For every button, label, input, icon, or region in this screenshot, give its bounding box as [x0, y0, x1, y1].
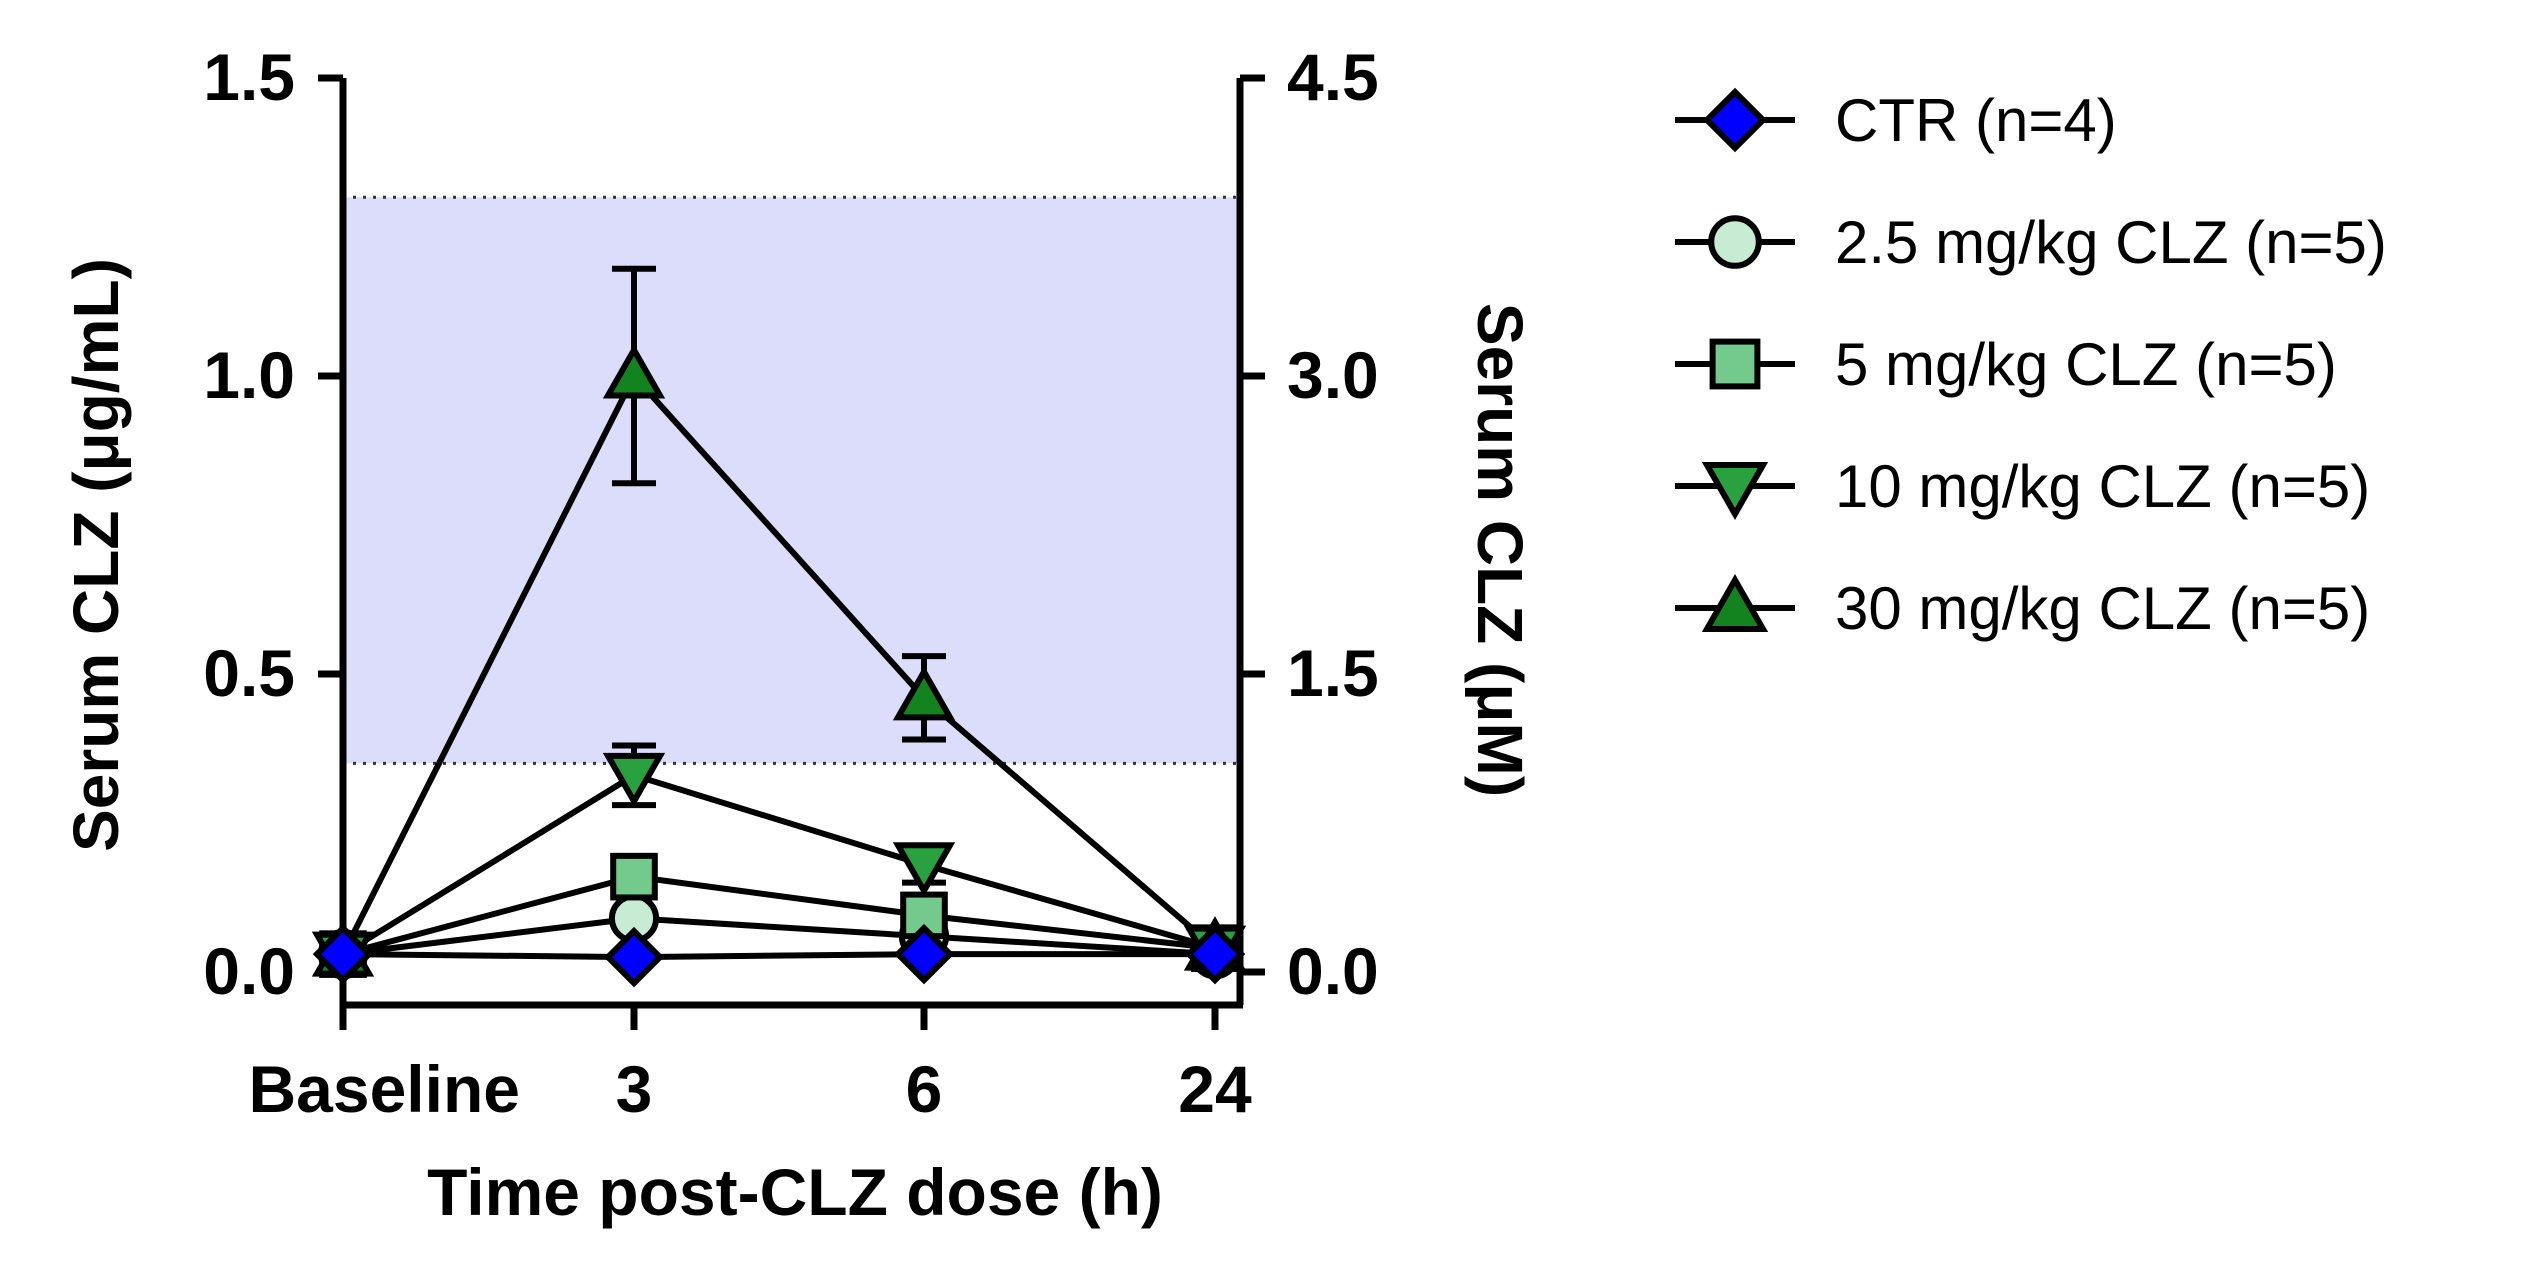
series-line — [340, 370, 1217, 956]
data-point — [893, 923, 955, 985]
x-tick-label: Baseline — [249, 1052, 520, 1126]
data-point — [610, 852, 658, 901]
y-tick-label-right: 4.5 — [1287, 40, 1379, 114]
legend-marker — [1708, 215, 1762, 269]
series-line — [342, 873, 1216, 958]
series-line — [342, 951, 1215, 961]
legend-label: 5 mg/kg CLZ (n=5) — [1835, 331, 2337, 398]
x-tick-label: 24 — [1178, 1052, 1252, 1126]
y-tick-label-left: 0.0 — [203, 934, 295, 1008]
x-tick-label: 6 — [906, 1052, 943, 1126]
x-tick-label: 3 — [616, 1052, 653, 1126]
y-tick-label-right: 0.0 — [1287, 934, 1379, 1008]
y-tick-label-left: 1.0 — [203, 338, 295, 412]
legend-label: CTR (n=4) — [1835, 87, 2117, 154]
series-line — [342, 915, 1216, 958]
legend-marker — [1702, 87, 1768, 153]
legend: CTR (n=4) 2.5 mg/kg CLZ (n=5) 5 mg/kg CLZ … — [1675, 87, 2387, 642]
data-point — [892, 842, 956, 897]
y-tick-label-left: 1.5 — [203, 40, 295, 114]
legend-marker — [1701, 573, 1769, 632]
legend-marker — [1709, 338, 1761, 390]
x-ticks: Baseline 3 6 24 — [249, 1005, 1252, 1126]
x-axis-label: Time post-CLZ dose (h) — [427, 1155, 1163, 1229]
series-layer — [311, 265, 1247, 988]
y-axis-label-left: Serum CLZ (μg/mL) — [60, 258, 132, 852]
y-tick-label-right: 3.0 — [1287, 338, 1379, 412]
data-point — [602, 343, 666, 399]
therapeutic-range-band — [343, 197, 1240, 764]
y-tick-label-right: 1.5 — [1287, 636, 1379, 710]
y-axis-label-right: Serum CLZ (μM) — [1464, 303, 1536, 797]
data-point — [312, 923, 374, 985]
data-point — [603, 926, 665, 988]
legend-label: 2.5 mg/kg CLZ (n=5) — [1835, 209, 2387, 276]
data-point — [1184, 923, 1246, 985]
series-line — [341, 772, 1216, 957]
legend-marker — [1701, 462, 1769, 521]
y-ticks-right: 0.0 1.5 3.0 4.5 — [1240, 40, 1379, 1008]
legend-label: 30 mg/kg CLZ (n=5) — [1835, 575, 2370, 642]
legend-label: 10 mg/kg CLZ (n=5) — [1835, 453, 2370, 520]
data-point — [602, 752, 666, 808]
y-tick-label-left: 0.5 — [203, 636, 295, 710]
y-ticks-left: 0.0 0.5 1.0 1.5 — [203, 40, 343, 1008]
data-point — [892, 665, 956, 721]
